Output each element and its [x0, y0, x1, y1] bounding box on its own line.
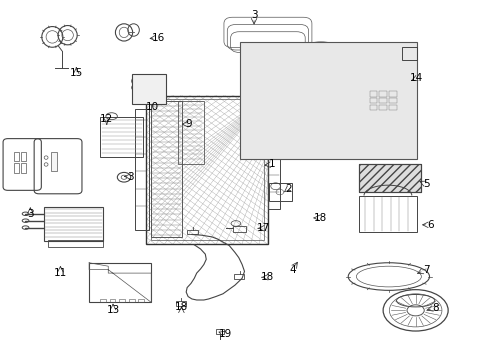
- Bar: [268, 113, 280, 209]
- Bar: [379, 91, 386, 96]
- Text: 12: 12: [100, 114, 113, 123]
- Text: 16: 16: [151, 33, 165, 43]
- Text: 14: 14: [409, 73, 422, 83]
- Bar: [239, 42, 416, 159]
- Bar: [359, 165, 421, 192]
- Bar: [109, 299, 115, 302]
- Text: 9: 9: [185, 119, 192, 129]
- Bar: [100, 117, 143, 157]
- Text: 1: 1: [268, 159, 275, 170]
- Bar: [379, 98, 386, 103]
- Bar: [359, 195, 416, 232]
- Text: 13: 13: [106, 305, 120, 315]
- Bar: [48, 240, 103, 247]
- Bar: [21, 152, 26, 161]
- Text: 6: 6: [427, 220, 433, 230]
- Bar: [51, 152, 57, 171]
- Bar: [151, 99, 263, 240]
- Bar: [388, 105, 396, 111]
- Text: 4: 4: [288, 265, 295, 275]
- Bar: [402, 47, 416, 60]
- Bar: [232, 225, 245, 232]
- Text: 18: 18: [313, 213, 326, 223]
- Bar: [128, 299, 134, 302]
- Bar: [14, 163, 19, 173]
- Text: 15: 15: [69, 68, 82, 78]
- Bar: [269, 184, 292, 201]
- Bar: [215, 329, 224, 334]
- Text: 17: 17: [257, 223, 270, 233]
- Bar: [43, 207, 103, 241]
- Text: 18: 18: [260, 272, 273, 282]
- Bar: [119, 299, 125, 302]
- Text: 18: 18: [174, 302, 188, 312]
- Text: 8: 8: [431, 303, 438, 312]
- Bar: [369, 105, 377, 111]
- Bar: [388, 91, 396, 96]
- Bar: [131, 74, 166, 104]
- Bar: [21, 163, 26, 173]
- Bar: [14, 152, 19, 161]
- Bar: [388, 98, 396, 103]
- Bar: [233, 274, 244, 279]
- Bar: [369, 98, 377, 103]
- Text: 3: 3: [27, 210, 34, 220]
- Text: 5: 5: [422, 179, 428, 189]
- Text: 2: 2: [285, 184, 291, 194]
- Bar: [175, 301, 186, 306]
- Bar: [100, 299, 105, 302]
- Text: 3: 3: [250, 10, 257, 20]
- Bar: [146, 95, 268, 244]
- Bar: [151, 101, 182, 237]
- Bar: [359, 165, 421, 192]
- Bar: [177, 101, 203, 165]
- Bar: [138, 299, 144, 302]
- Text: 11: 11: [54, 268, 67, 278]
- Text: 19: 19: [218, 329, 231, 339]
- Bar: [379, 105, 386, 111]
- Bar: [369, 91, 377, 96]
- Bar: [89, 263, 151, 302]
- Bar: [134, 109, 148, 230]
- Text: 7: 7: [422, 265, 428, 275]
- Text: 10: 10: [146, 102, 159, 112]
- Text: 3: 3: [127, 172, 134, 181]
- Bar: [187, 230, 197, 234]
